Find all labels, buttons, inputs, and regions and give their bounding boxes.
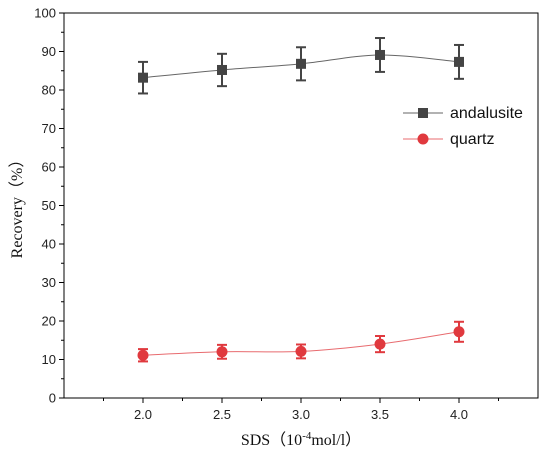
legend-marker	[417, 133, 429, 145]
data-point	[375, 49, 385, 60]
x-tick-label: 2.0	[134, 407, 152, 422]
y-tick-label: 20	[42, 314, 56, 329]
data-point	[296, 58, 306, 69]
y-tick-label: 70	[42, 121, 56, 136]
y-axis: 0 10 20 30 40 50 60 70 80 90 100	[34, 6, 64, 406]
data-point	[374, 338, 386, 350]
data-point	[217, 64, 227, 75]
legend: andalusite quartz	[403, 105, 523, 148]
series-quartz	[137, 320, 465, 363]
x-tick-label: 3.5	[371, 407, 389, 422]
y-tick-label: 0	[49, 391, 56, 406]
series-andalusite	[138, 37, 464, 95]
data-point	[295, 345, 307, 357]
data-point	[216, 346, 228, 358]
y-tick-label: 80	[42, 83, 56, 98]
x-tick-label: 2.5	[213, 407, 231, 422]
y-tick-label: 50	[42, 198, 56, 213]
y-tick-label: 10	[42, 352, 56, 367]
data-point	[138, 72, 148, 83]
y-tick-label: 60	[42, 160, 56, 175]
y-tick-label: 90	[42, 44, 56, 59]
legend-label: quartz	[450, 131, 494, 148]
y-tick-label: 40	[42, 237, 56, 252]
data-point	[137, 349, 149, 361]
series-layer	[137, 37, 465, 363]
x-tick-label: 3.0	[292, 407, 310, 422]
legend-label: andalusite	[450, 105, 523, 122]
x-tick-label: 4.0	[450, 407, 468, 422]
data-point	[454, 56, 464, 67]
x-axis-title: SDS（10-4mol/l）	[241, 430, 361, 449]
y-axis-title: Recovery（%）	[8, 152, 26, 259]
x-axis: 2.0 2.5 3.0 3.5 4.0	[103, 398, 499, 422]
data-point	[453, 326, 465, 338]
y-tick-label: 100	[34, 6, 56, 21]
legend-marker	[418, 108, 428, 118]
y-tick-label: 30	[42, 275, 56, 290]
